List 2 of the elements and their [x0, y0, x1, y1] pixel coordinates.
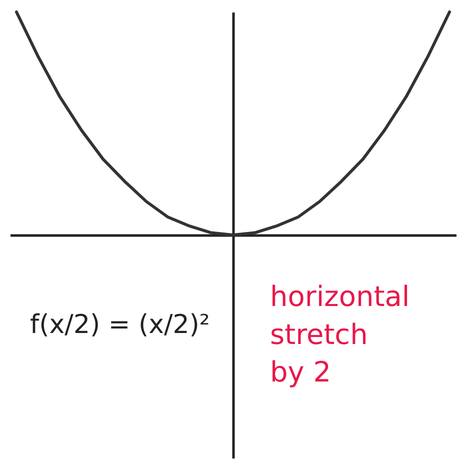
text: horizontal stretch by 2	[270, 280, 410, 389]
text: f(x/2) = (x/2)²	[30, 310, 210, 340]
